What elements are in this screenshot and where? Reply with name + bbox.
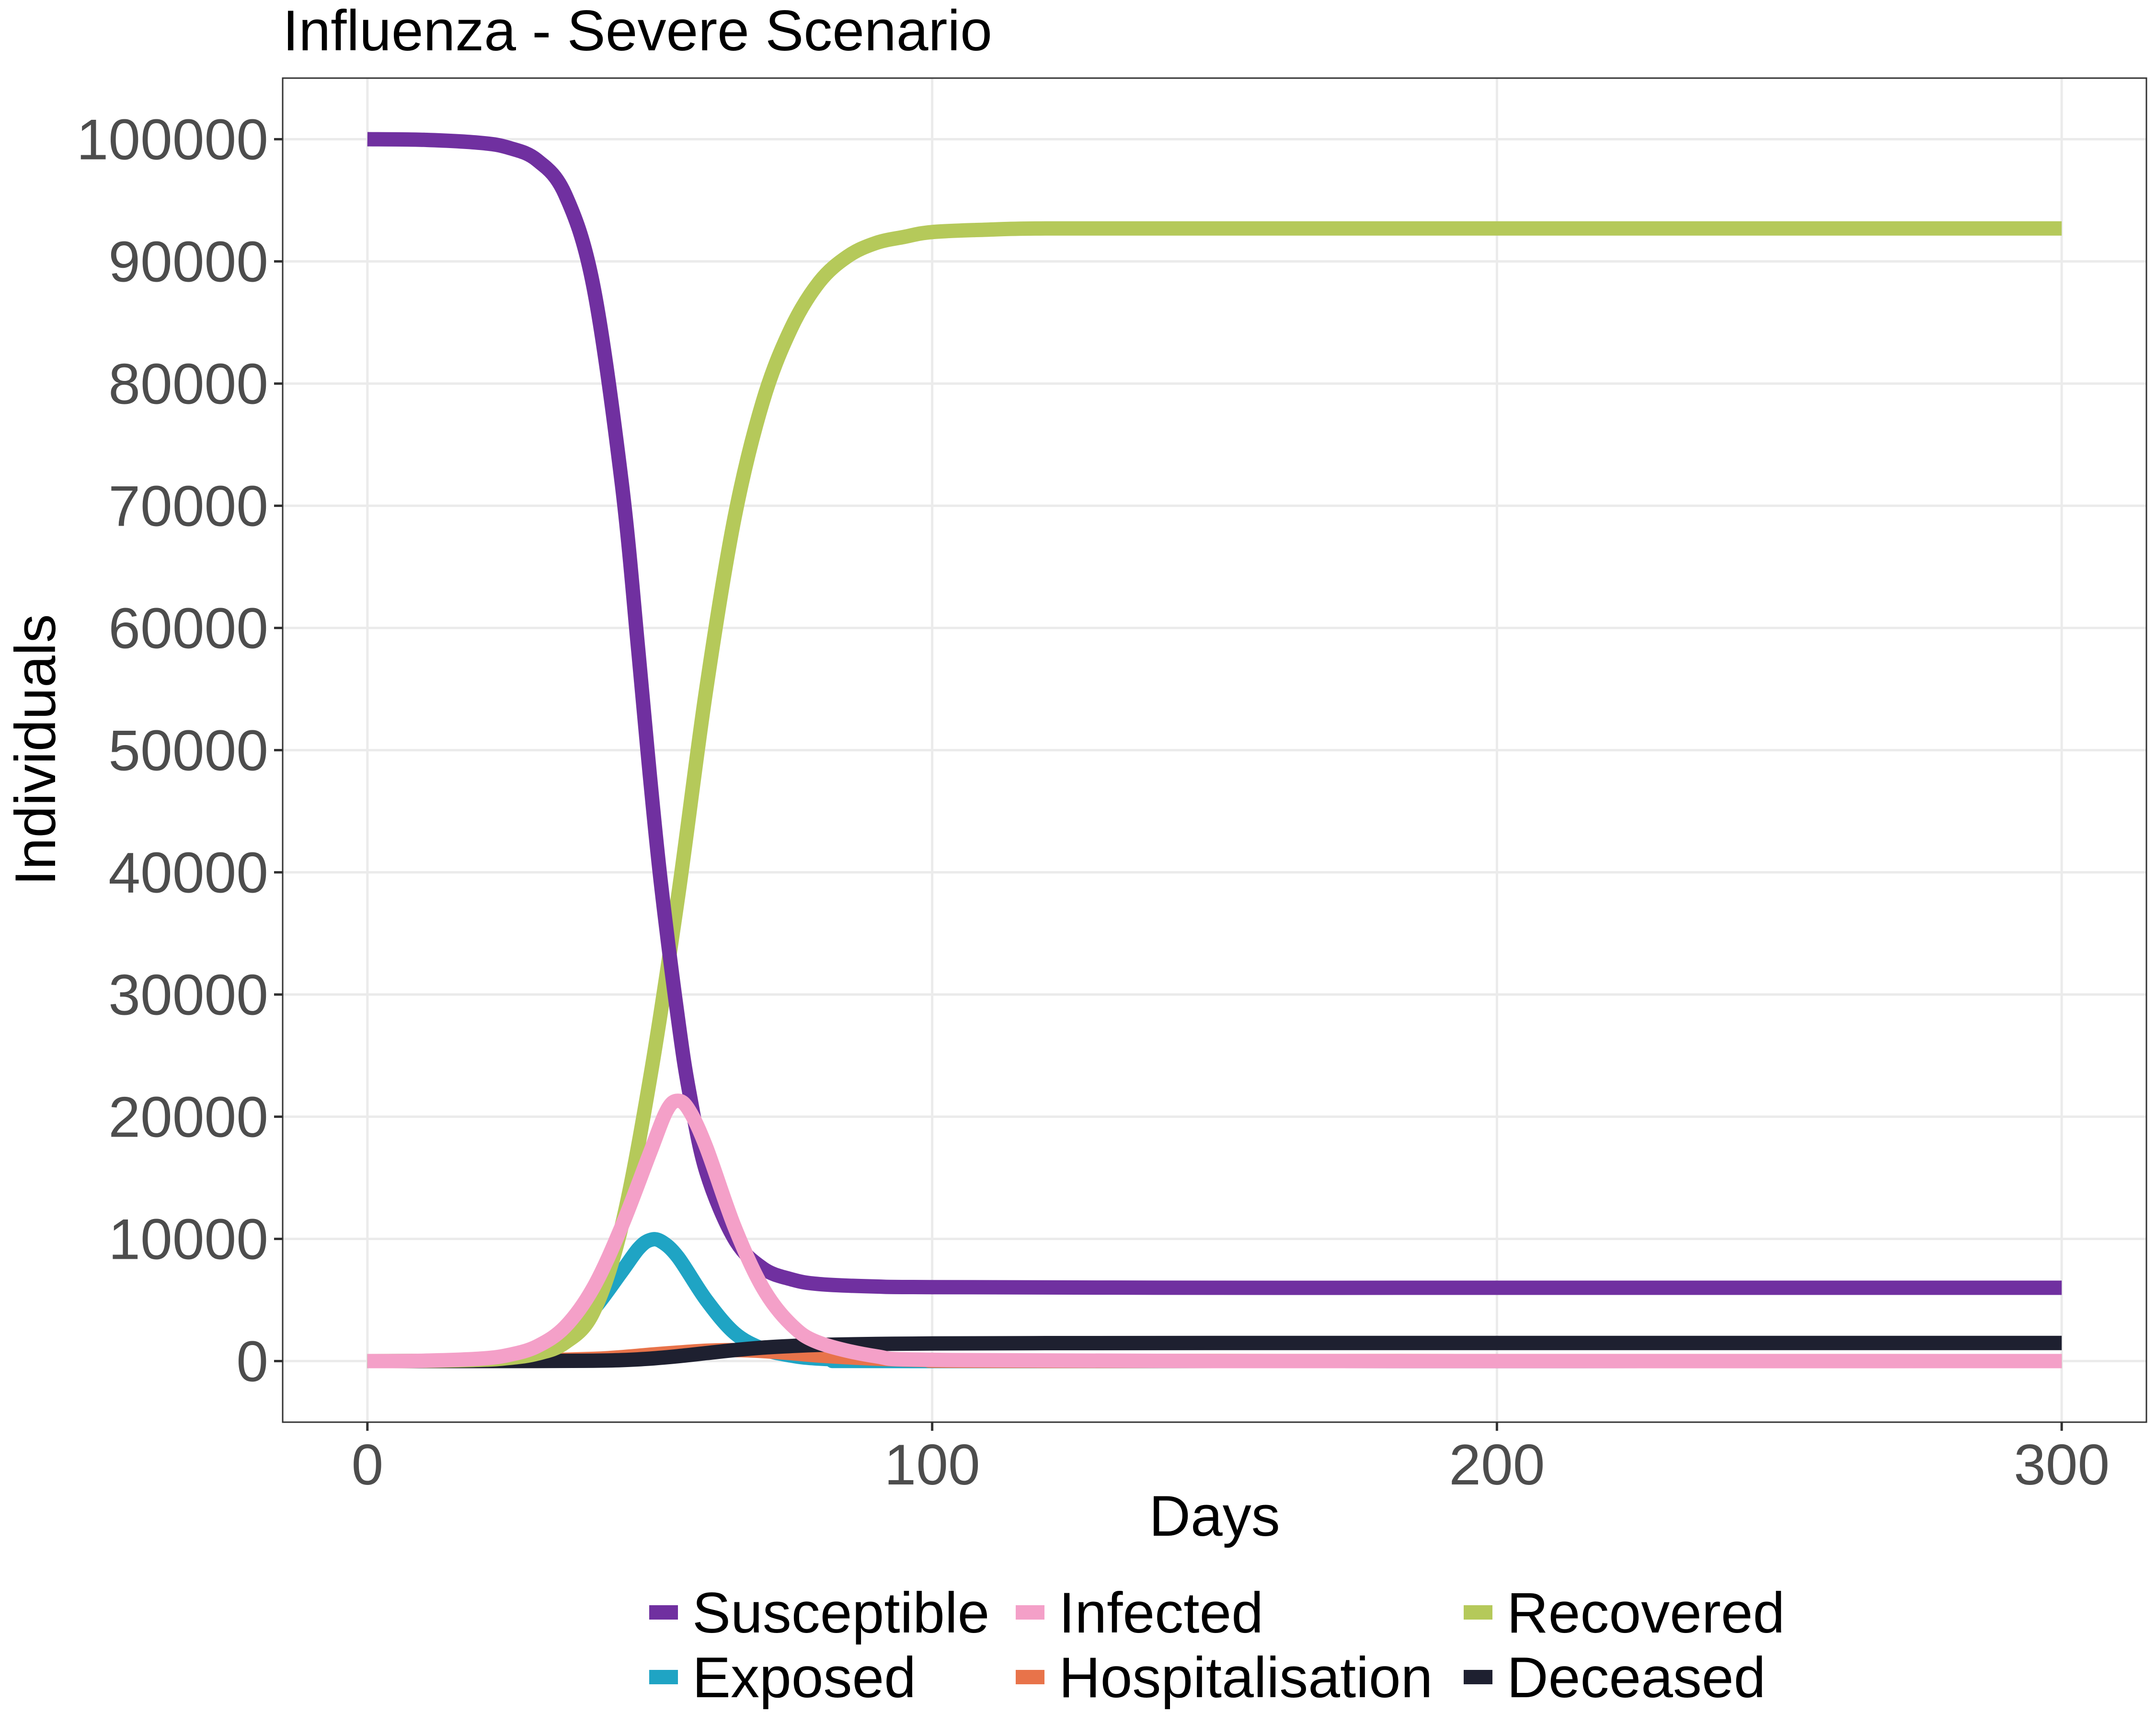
x-tick-label: 0: [351, 1433, 383, 1497]
series-line-susceptible: [367, 132, 2062, 1295]
y-tick-label: 50000: [108, 719, 268, 783]
legend-label-deceased: Deceased: [1507, 1645, 1766, 1710]
y-tick-label: 100000: [77, 108, 268, 172]
y-tick-label: 70000: [108, 474, 268, 539]
y-tick-label: 90000: [108, 230, 268, 294]
y-tick-label: 80000: [108, 352, 268, 416]
grid: [283, 78, 2146, 1422]
chart-title: Influenza - Severe Scenario: [283, 0, 992, 63]
legend-label-recovered: Recovered: [1507, 1581, 1785, 1645]
y-tick-label: 30000: [108, 963, 268, 1027]
x-tick-label: 200: [1449, 1433, 1545, 1497]
y-tick-label: 20000: [108, 1085, 268, 1150]
legend-label-hospitalisation: Hospitalisation: [1059, 1645, 1433, 1710]
y-tick-label: 10000: [108, 1208, 268, 1272]
y-axis-title: Individuals: [3, 614, 68, 886]
x-axis-title: Days: [1149, 1484, 1280, 1548]
legend-label-exposed: Exposed: [692, 1645, 916, 1710]
x-axis: 0 100 200 300: [351, 1422, 2110, 1497]
y-axis: 0 10000 20000 30000 40000 50000 60000 70000 8000…: [77, 108, 283, 1394]
legend-label-susceptible: Susceptible: [692, 1581, 989, 1645]
y-tick-label: 0: [236, 1330, 268, 1394]
x-tick-label: 100: [884, 1433, 980, 1497]
x-tick-label: 300: [2014, 1433, 2110, 1497]
legend-label-infected: Infected: [1059, 1581, 1263, 1645]
series-line-recovered: [367, 221, 2062, 1368]
legend: Susceptible Infected Recovered Exposed Hospi…: [649, 1581, 1785, 1710]
y-tick-label: 60000: [108, 597, 268, 661]
series-line-infected: [367, 1093, 2062, 1368]
y-tick-label: 40000: [108, 841, 268, 905]
series-layer: [367, 132, 2062, 1368]
